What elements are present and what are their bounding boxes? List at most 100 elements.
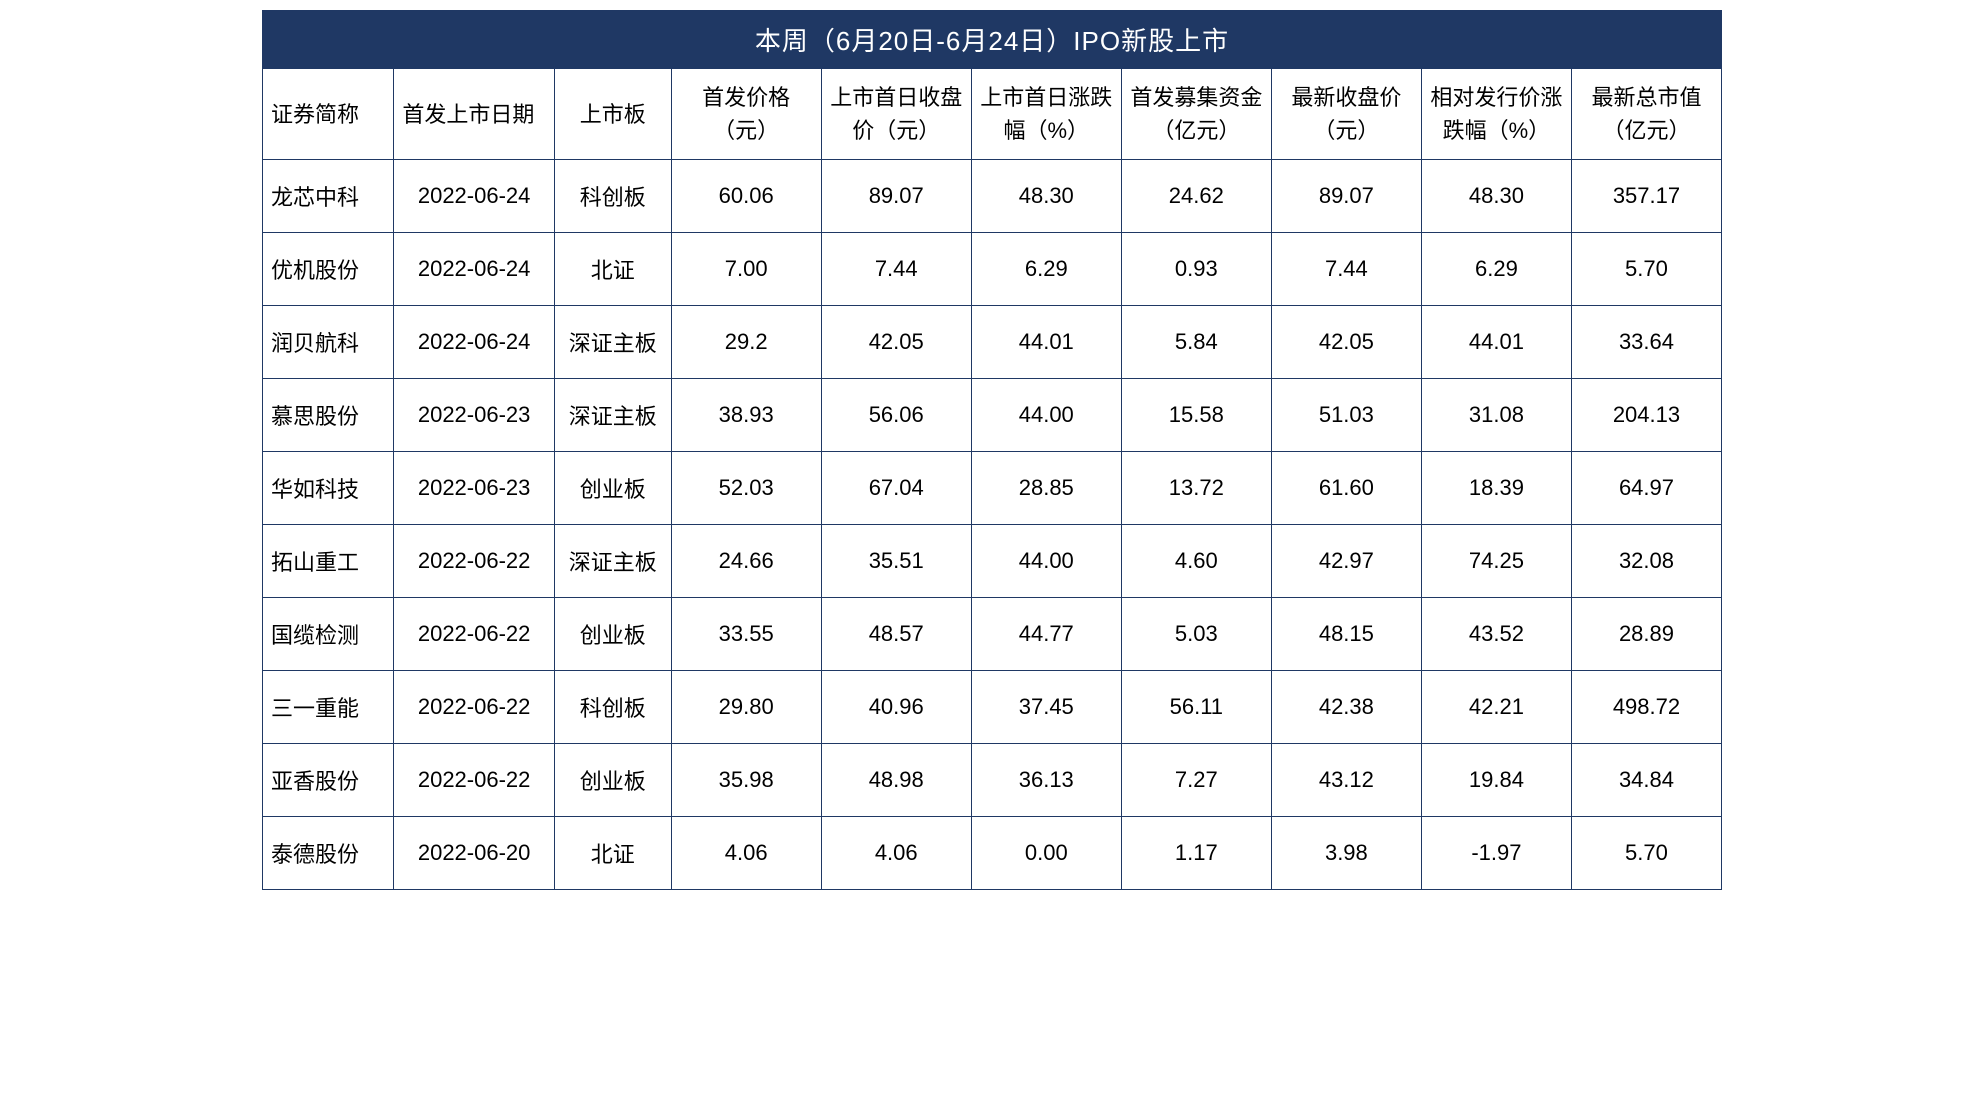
table-cell: 48.30 (1421, 160, 1571, 233)
ipo-table: 本周（6月20日-6月24日）IPO新股上市 证券简称 首发上市日期 上市板 首… (262, 10, 1722, 890)
table-title-row: 本周（6月20日-6月24日）IPO新股上市 (263, 11, 1722, 69)
col-header-first-close: 上市首日收盘价（元） (821, 69, 971, 160)
table-cell: 北证 (554, 233, 671, 306)
col-header-first-change: 上市首日涨跌幅（%） (971, 69, 1121, 160)
table-cell: 7.44 (821, 233, 971, 306)
table-cell: 43.52 (1421, 598, 1571, 671)
table-row: 慕思股份2022-06-23深证主板38.9356.0644.0015.5851… (263, 379, 1722, 452)
table-row: 亚香股份2022-06-22创业板35.9848.9836.137.2743.1… (263, 744, 1722, 817)
table-cell: 44.00 (971, 525, 1121, 598)
table-cell: 60.06 (671, 160, 821, 233)
table-cell: 33.55 (671, 598, 821, 671)
table-row: 泰德股份2022-06-20北证4.064.060.001.173.98-1.9… (263, 817, 1722, 890)
table-row: 优机股份2022-06-24北证7.007.446.290.937.446.29… (263, 233, 1722, 306)
col-header-name: 证券简称 (263, 69, 394, 160)
table-cell: 2022-06-24 (394, 160, 555, 233)
table-cell: 56.11 (1121, 671, 1271, 744)
table-cell: 40.96 (821, 671, 971, 744)
table-cell: 42.38 (1271, 671, 1421, 744)
table-cell: 13.72 (1121, 452, 1271, 525)
table-cell: 89.07 (1271, 160, 1421, 233)
table-cell: 4.06 (821, 817, 971, 890)
table-cell: 48.30 (971, 160, 1121, 233)
table-cell: 42.97 (1271, 525, 1421, 598)
table-cell: 亚香股份 (263, 744, 394, 817)
table-cell: 29.2 (671, 306, 821, 379)
table-cell: 龙芯中科 (263, 160, 394, 233)
table-cell: 深证主板 (554, 306, 671, 379)
table-cell: 华如科技 (263, 452, 394, 525)
table-cell: 35.51 (821, 525, 971, 598)
table-cell: 三一重能 (263, 671, 394, 744)
table-cell: 44.77 (971, 598, 1121, 671)
table-cell: 33.64 (1571, 306, 1721, 379)
table-cell: 2022-06-22 (394, 598, 555, 671)
table-cell: 优机股份 (263, 233, 394, 306)
table-cell: 2022-06-24 (394, 306, 555, 379)
table-cell: 42.21 (1421, 671, 1571, 744)
table-cell: 18.39 (1421, 452, 1571, 525)
table-cell: 498.72 (1571, 671, 1721, 744)
table-cell: 创业板 (554, 452, 671, 525)
col-header-board: 上市板 (554, 69, 671, 160)
table-cell: 1.17 (1121, 817, 1271, 890)
table-cell: 38.93 (671, 379, 821, 452)
table-cell: 3.98 (1271, 817, 1421, 890)
table-cell: 润贝航科 (263, 306, 394, 379)
table-cell: 国缆检测 (263, 598, 394, 671)
table-cell: 28.89 (1571, 598, 1721, 671)
table-cell: 科创板 (554, 160, 671, 233)
table-cell: 61.60 (1271, 452, 1421, 525)
table-cell: 6.29 (1421, 233, 1571, 306)
table-row: 国缆检测2022-06-22创业板33.5548.5744.775.0348.1… (263, 598, 1722, 671)
table-cell: 创业板 (554, 744, 671, 817)
ipo-table-container: 本周（6月20日-6月24日）IPO新股上市 证券简称 首发上市日期 上市板 首… (262, 10, 1722, 890)
table-cell: 51.03 (1271, 379, 1421, 452)
table-cell: 44.01 (1421, 306, 1571, 379)
table-header-row: 证券简称 首发上市日期 上市板 首发价格（元） 上市首日收盘价（元） 上市首日涨… (263, 69, 1722, 160)
table-cell: 创业板 (554, 598, 671, 671)
col-header-latest-close: 最新收盘价（元） (1271, 69, 1421, 160)
table-row: 拓山重工2022-06-22深证主板24.6635.5144.004.6042.… (263, 525, 1722, 598)
col-header-funds-raised: 首发募集资金（亿元） (1121, 69, 1271, 160)
table-cell: 74.25 (1421, 525, 1571, 598)
table-cell: 64.97 (1571, 452, 1721, 525)
table-title: 本周（6月20日-6月24日）IPO新股上市 (263, 11, 1722, 69)
table-cell: 89.07 (821, 160, 971, 233)
table-cell: 0.00 (971, 817, 1121, 890)
table-cell: 5.70 (1571, 233, 1721, 306)
table-cell: 37.45 (971, 671, 1121, 744)
table-cell: 北证 (554, 817, 671, 890)
table-cell: 2022-06-20 (394, 817, 555, 890)
table-cell: 48.98 (821, 744, 971, 817)
table-cell: 43.12 (1271, 744, 1421, 817)
table-row: 龙芯中科2022-06-24科创板60.0689.0748.3024.6289.… (263, 160, 1722, 233)
table-cell: 204.13 (1571, 379, 1721, 452)
table-cell: 67.04 (821, 452, 971, 525)
table-row: 润贝航科2022-06-24深证主板29.242.0544.015.8442.0… (263, 306, 1722, 379)
table-cell: 28.85 (971, 452, 1121, 525)
table-cell: 2022-06-22 (394, 671, 555, 744)
col-header-date: 首发上市日期 (394, 69, 555, 160)
table-body: 龙芯中科2022-06-24科创板60.0689.0748.3024.6289.… (263, 160, 1722, 890)
table-cell: 5.84 (1121, 306, 1271, 379)
col-header-rel-change: 相对发行价涨跌幅（%） (1421, 69, 1571, 160)
table-cell: 36.13 (971, 744, 1121, 817)
table-cell: 7.00 (671, 233, 821, 306)
table-cell: 深证主板 (554, 379, 671, 452)
table-cell: 2022-06-22 (394, 525, 555, 598)
table-cell: 慕思股份 (263, 379, 394, 452)
table-cell: 泰德股份 (263, 817, 394, 890)
table-cell: 44.01 (971, 306, 1121, 379)
table-cell: 2022-06-22 (394, 744, 555, 817)
table-cell: 357.17 (1571, 160, 1721, 233)
table-cell: 52.03 (671, 452, 821, 525)
col-header-market-cap: 最新总市值（亿元） (1571, 69, 1721, 160)
table-cell: -1.97 (1421, 817, 1571, 890)
table-cell: 4.06 (671, 817, 821, 890)
table-cell: 48.57 (821, 598, 971, 671)
table-cell: 44.00 (971, 379, 1121, 452)
table-cell: 24.66 (671, 525, 821, 598)
table-cell: 24.62 (1121, 160, 1271, 233)
table-cell: 7.44 (1271, 233, 1421, 306)
